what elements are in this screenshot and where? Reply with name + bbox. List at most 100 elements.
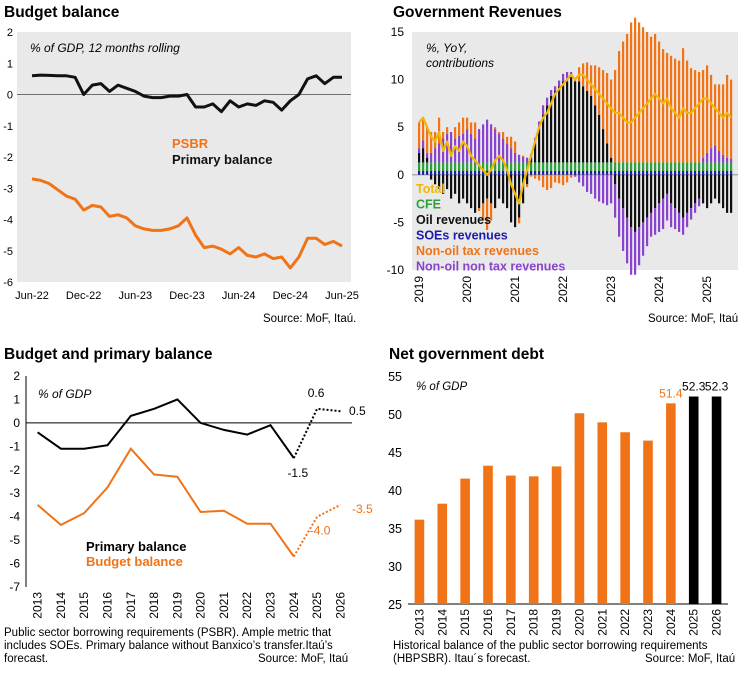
cfe-bar [498,162,501,171]
nontax-bar [418,148,421,153]
y-tick-label: 55 [388,370,402,384]
tax-bar [722,84,725,155]
nontax-bar [674,208,677,230]
oil-bar [574,81,577,163]
oil-bar [678,174,681,213]
oil-bar [542,114,545,163]
soe-bar [718,170,721,175]
cfe-bar [530,162,533,171]
oil-bar [714,174,717,199]
soe-bar [702,170,705,175]
debt-bar [528,476,539,604]
cfe-bar [550,162,553,171]
tax-bar [534,174,537,179]
tax-bar [514,141,517,153]
chart-subtitle: % of GDP [416,381,467,393]
cfe-bar [490,162,493,171]
tax-bar [478,208,481,211]
cfe-bar [702,162,705,171]
soe-bar [614,170,617,175]
nontax-bar [726,157,729,163]
x-tick-label: 2017 [124,592,138,619]
tax-bar [558,174,561,184]
x-tick-label: 2015 [77,592,91,619]
soe-bar [650,170,653,175]
soe-bar [522,170,525,175]
soe-bar [454,170,457,175]
tax-bar [718,84,721,151]
oil-bar [570,76,573,163]
nontax-bar [626,217,629,264]
tax-bar [642,27,645,163]
oil-bar [646,174,649,218]
oil-bar [650,174,653,213]
x-tick-label: Jun-25 [325,290,359,302]
x-tick-label: 2021 [217,592,231,619]
net-debt-title: Net government debt [389,346,545,363]
chart-subtitle: % of GDP [38,387,91,401]
tax-bar [682,48,685,163]
budget-balance-source: Source: MoF, Itaú. [263,313,357,325]
oil-bar [682,174,685,218]
cfe-bar [730,162,733,171]
oil-bar [474,174,477,213]
oil-bar [666,174,669,194]
cfe-bar [546,162,549,171]
y-tick-label: -5 [3,246,13,258]
tax-bar [530,174,533,177]
y-tick-label: 1 [13,392,20,406]
oil-bar [618,174,621,199]
data-label: 52.3 [682,380,706,394]
x-tick-label: 2022 [240,592,254,619]
tax-bar [646,32,649,163]
tax-bar [662,49,665,163]
tax-bar [630,22,633,163]
oil-bar [702,174,705,204]
soe-bar [710,170,713,175]
debt-bar [666,403,676,604]
soe-bar [634,170,637,175]
soe-bar [578,170,581,175]
primary-balance-line [37,398,295,459]
cfe-bar [634,162,637,171]
nontax-bar [514,152,517,163]
cfe-bar [554,162,557,171]
soe-bar [502,170,505,175]
nontax-bar [562,73,565,82]
chart-subtitle: %, YoY, [426,41,467,55]
nontax-bar [642,222,645,256]
nontax-bar [682,217,685,235]
cfe-bar [694,162,697,171]
tax-bar [542,174,545,188]
oil-bar [662,174,665,199]
nontax-bar [690,208,693,220]
debt-bar [437,503,448,604]
soe-bar [678,170,681,175]
debt-bar [506,475,516,604]
oil-bar [538,129,541,163]
oil-bar [518,174,521,218]
cfe-bar [614,162,617,171]
soe-bar [570,170,573,175]
tax-bar [626,33,629,163]
soe-bar [694,170,697,175]
cfe-bar [650,162,653,171]
soe-bar [438,170,441,175]
budget-primary-source: Source: MoF, Itaú [258,653,349,665]
cfe-bar [626,162,629,171]
oil-bar [658,174,661,204]
y-tick-label: -4 [9,510,20,524]
soe-bar [530,170,533,175]
cfe-bar [722,162,725,171]
oil-bar [446,174,449,190]
tax-bar [546,174,549,191]
soe-bar [462,170,465,175]
cfe-bar [686,162,689,171]
nontax-bar [670,203,673,228]
tax-bar [614,70,617,163]
nontax-bar [546,97,549,106]
oil-bar [638,174,641,228]
cfe-bar [418,162,421,171]
x-tick-label: 2019 [170,592,184,619]
